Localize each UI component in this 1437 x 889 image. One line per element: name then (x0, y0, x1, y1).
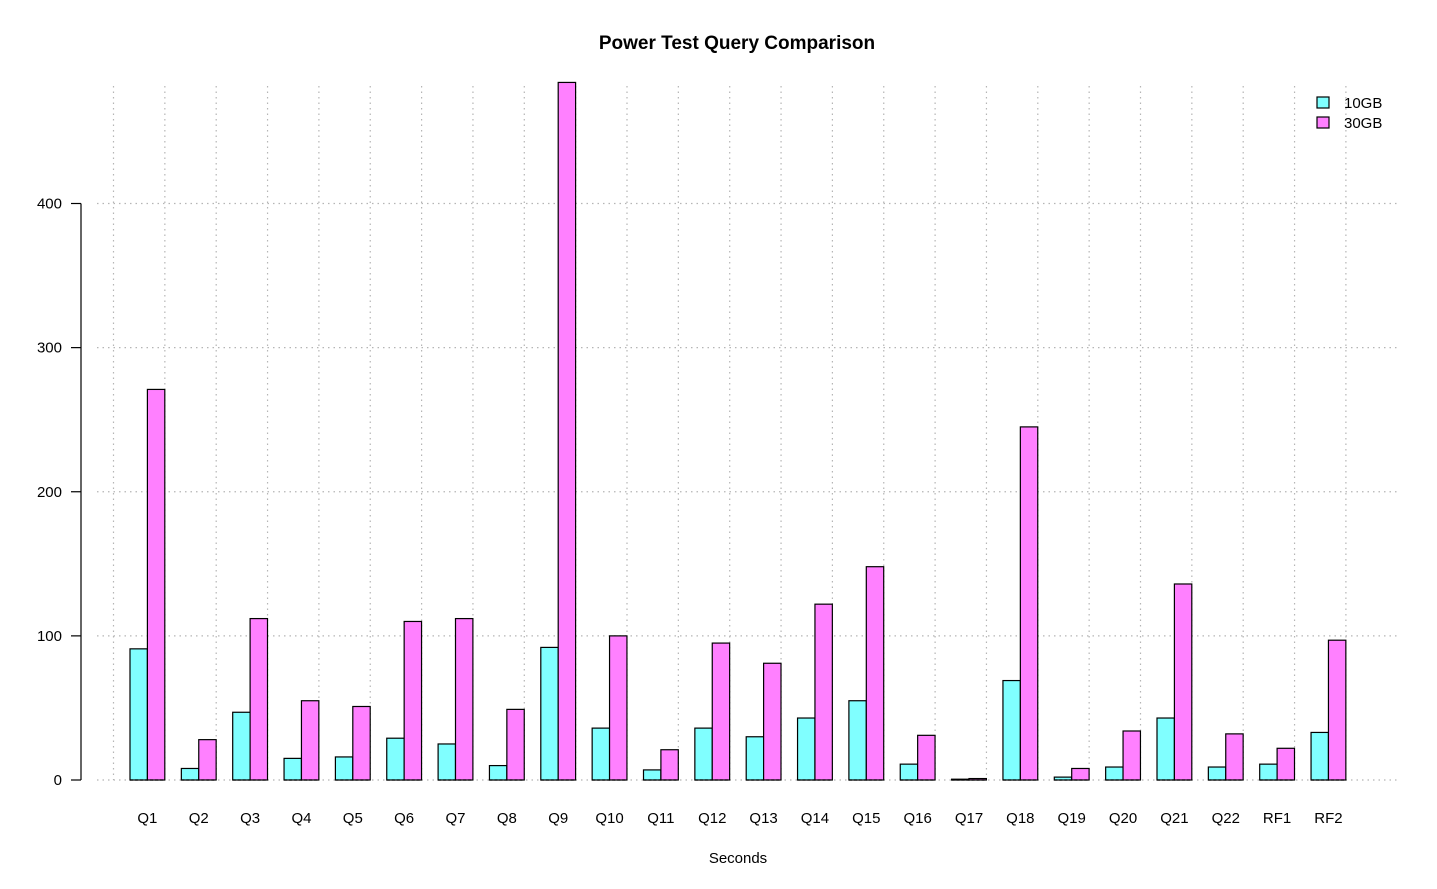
bar-30gb-q10 (608, 635, 628, 781)
legend-label: 10GB (1344, 95, 1382, 112)
x-tick-label: Q15 (852, 810, 880, 827)
x-tick-label: Q1 (137, 810, 157, 827)
bar-10gb-q5 (334, 756, 354, 781)
bar-10gb-q11 (642, 769, 662, 781)
legend-label: 30GB (1344, 115, 1382, 132)
y-tick-label: 0 (54, 772, 62, 789)
x-tick-label: RF2 (1314, 810, 1342, 827)
x-tick-label: Q10 (595, 810, 623, 827)
x-tick-label: Q19 (1058, 810, 1086, 827)
x-axis-labels: Q1 Q2 Q3 Q4 Q5 Q6 Q7 Q8 Q9 Q10 Q11 Q12 Q13 Q14 Q15 Q16 Q… (137, 810, 1342, 827)
x-tick-label: Q21 (1160, 810, 1188, 827)
x-axis-title: Seconds (709, 850, 767, 867)
x-tick-label: Q9 (548, 810, 568, 827)
x-tick-label: Q18 (1006, 810, 1034, 827)
bar-10gb-q16 (899, 763, 919, 781)
y-tick-label: 200 (37, 484, 62, 501)
bar-30gb-q2 (198, 739, 217, 781)
bar-30gb-q5 (352, 705, 371, 781)
bar-30gb-q15 (865, 566, 885, 781)
bar-30gb-q1 (146, 388, 166, 781)
x-tick-label: Q22 (1212, 810, 1240, 827)
bar-10gb-q8 (488, 764, 508, 781)
bar-30gb-q6 (403, 620, 423, 781)
legend: 10GB 30GB (1316, 95, 1382, 132)
x-tick-label: Q6 (394, 810, 414, 827)
bar-30gb-q12 (711, 642, 731, 781)
bar-30gb-q13 (762, 662, 782, 781)
bar-30gb-q14 (814, 603, 833, 781)
bar-30gb-q20 (1122, 730, 1142, 781)
y-tick-label: 300 (37, 340, 62, 357)
bar-10gb-q15 (848, 700, 867, 781)
x-tick-label: Q2 (189, 810, 209, 827)
y-tick-label: 400 (37, 196, 62, 213)
bar-30gb-q4 (300, 700, 320, 781)
legend-swatch (1316, 116, 1330, 129)
bar-30gb-q19 (1071, 767, 1090, 781)
legend-swatch (1316, 96, 1330, 109)
bar-10gb-q18 (1002, 679, 1021, 781)
bar-30gb-q21 (1173, 583, 1193, 781)
x-tick-label: Q3 (240, 810, 260, 827)
bar-10gb-q14 (796, 717, 816, 781)
x-tick-label: Q5 (343, 810, 363, 827)
bar-10gb-q12 (694, 727, 713, 781)
bar-30gb-q3 (249, 617, 269, 781)
bar-10gb-q1 (129, 648, 148, 781)
y-axis: 0 100 200 300 400 (37, 196, 82, 789)
grid-lines (97, 86, 1397, 781)
bar-30gb-q8 (506, 708, 525, 781)
bar-10gb-q21 (1156, 717, 1175, 781)
bar-10gb-q22 (1207, 766, 1227, 781)
x-tick-label: Q16 (903, 810, 931, 827)
bar-10gb-rf1 (1259, 763, 1278, 781)
chart-title: Power Test Query Comparison (599, 33, 875, 54)
bar-30gb-q9 (557, 81, 577, 781)
bar-10gb-q3 (232, 711, 251, 781)
x-tick-label: Q7 (445, 810, 465, 827)
bar-10gb-q13 (745, 736, 765, 781)
bar-30gb-q22 (1225, 733, 1244, 781)
bar-10gb-q9 (540, 646, 559, 781)
bar-10gb-q10 (591, 727, 611, 781)
bar-10gb-q6 (386, 737, 405, 781)
bar-10gb-q7 (437, 743, 457, 781)
x-tick-label: Q11 (647, 810, 674, 827)
bar-30gb-rf1 (1276, 747, 1296, 781)
bars (129, 81, 1347, 781)
x-tick-label: Q20 (1109, 810, 1137, 827)
bar-10gb-q20 (1105, 766, 1124, 781)
bar-10gb-q4 (283, 757, 303, 781)
y-tick-label: 100 (37, 628, 62, 645)
x-tick-label: Q17 (955, 810, 983, 827)
bar-30gb-q16 (917, 734, 936, 781)
x-tick-label: Q8 (497, 810, 517, 827)
x-tick-label: Q4 (291, 810, 311, 827)
x-tick-label: RF1 (1263, 810, 1291, 827)
bar-10gb-q2 (180, 767, 200, 781)
x-tick-label: Q14 (801, 810, 829, 827)
bar-30gb-q18 (1019, 426, 1039, 781)
bar-30gb-rf2 (1327, 639, 1347, 781)
bar-30gb-q7 (454, 617, 474, 781)
x-tick-label: Q12 (698, 810, 726, 827)
x-tick-label: Q13 (749, 810, 777, 827)
bar-30gb-q11 (660, 749, 679, 781)
bar-10gb-rf2 (1310, 731, 1330, 781)
